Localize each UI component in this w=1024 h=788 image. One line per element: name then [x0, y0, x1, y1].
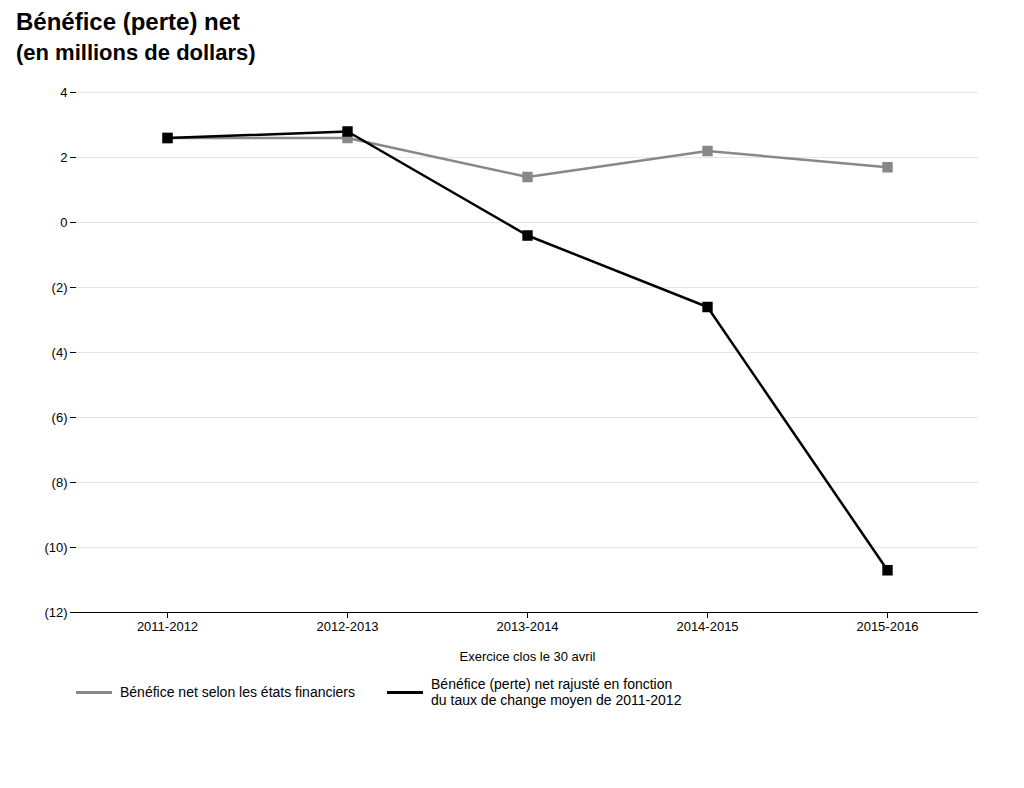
svg-text:(4): (4) [52, 345, 68, 360]
svg-text:2013-2014: 2013-2014 [496, 619, 558, 634]
html-text:Bénéfice (perte) net rajusté e: Bénéfice (perte) net rajusté en fonction… [431, 676, 682, 708]
svg-text:0: 0 [60, 215, 67, 230]
svg-text:2: 2 [60, 150, 67, 165]
svg-text:(10): (10) [44, 540, 67, 555]
svg-text:(2): (2) [52, 280, 68, 295]
svg-text:2015-2016: 2015-2016 [856, 619, 918, 634]
html-text:(en millions de dollars): (en millions de dollars) [16, 40, 256, 65]
svg-text:2012-2013: 2012-2013 [316, 619, 378, 634]
svg-text:(12): (12) [44, 605, 67, 620]
svg-text:2014-2015: 2014-2015 [676, 619, 738, 634]
svg-text:4: 4 [60, 85, 67, 100]
svg-text:2011-2012: 2011-2012 [137, 619, 198, 634]
svg-text:(8): (8) [52, 475, 68, 490]
html-text:Bénéfice net selon les états f: Bénéfice net selon les états financiers [120, 684, 355, 700]
svg-text:(6): (6) [52, 410, 68, 425]
html-text:Bénéfice (perte) net: Bénéfice (perte) net [16, 8, 241, 35]
svg-text:Exercice clos le 30 avril: Exercice clos le 30 avril [460, 649, 596, 664]
